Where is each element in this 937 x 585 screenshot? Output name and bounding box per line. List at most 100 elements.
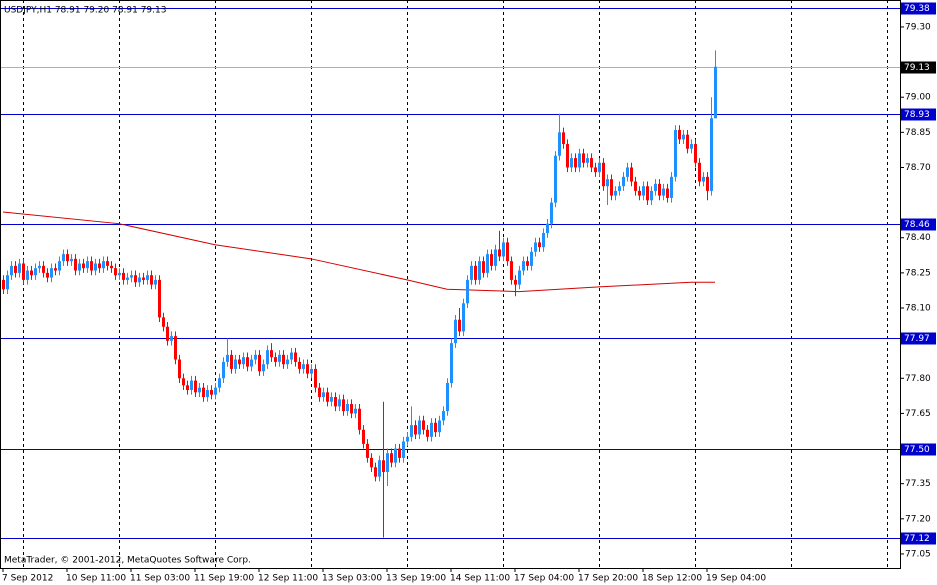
candle-body xyxy=(454,319,457,344)
candle-body xyxy=(182,378,185,386)
candle-body xyxy=(506,242,509,262)
x-tick-label: 18 Sep 12:00 xyxy=(642,574,702,584)
y-tick-label: 77.05 xyxy=(905,549,931,559)
candle-body xyxy=(590,158,593,168)
candle-body xyxy=(10,265,13,276)
candle-body xyxy=(342,399,345,412)
candle-body xyxy=(626,167,629,177)
candle-body xyxy=(250,359,253,367)
candle-body xyxy=(618,186,621,191)
candle-body xyxy=(370,457,373,468)
candle-body xyxy=(442,411,445,421)
candle-body xyxy=(314,368,317,388)
candle-body xyxy=(394,448,397,463)
candle-body xyxy=(474,265,477,280)
candle-body xyxy=(606,179,609,187)
candle-body xyxy=(694,144,697,163)
candle-body xyxy=(426,429,429,437)
candle-body xyxy=(194,380,197,393)
candle-body xyxy=(358,408,361,430)
candle-body xyxy=(86,261,89,269)
candle-body xyxy=(214,387,217,395)
candle-body xyxy=(178,359,181,379)
candle-body xyxy=(630,167,633,182)
candle-body xyxy=(286,359,289,365)
candle-body xyxy=(174,336,177,360)
candle-body xyxy=(546,223,549,234)
candle-body xyxy=(366,443,369,458)
candle-body xyxy=(6,275,9,290)
candle-body xyxy=(2,279,5,290)
candle-body xyxy=(42,265,45,273)
candle-body xyxy=(622,176,625,187)
price-label: 77.12 xyxy=(904,534,930,544)
candle-body xyxy=(14,265,17,273)
y-tick-label: 78.10 xyxy=(905,304,931,314)
candle-body xyxy=(534,242,537,252)
candle-body xyxy=(410,425,413,437)
candle-body xyxy=(238,359,241,365)
candle-body xyxy=(354,408,357,414)
x-tick-label: 7 Sep 2012 xyxy=(2,574,53,584)
candle-body xyxy=(514,279,517,285)
candle-body xyxy=(26,270,29,280)
candle-body xyxy=(670,176,673,198)
candle-body xyxy=(346,404,349,412)
candle-body xyxy=(462,303,465,332)
price-label-box xyxy=(901,108,936,121)
candle-body xyxy=(486,254,489,273)
candle-body xyxy=(130,275,133,278)
candle-body xyxy=(446,382,449,412)
candle-body xyxy=(282,354,285,365)
candle-body xyxy=(698,162,701,182)
candle-body xyxy=(262,364,265,372)
price-label-box xyxy=(901,332,936,345)
candle-body xyxy=(18,263,21,273)
candle-body xyxy=(554,155,557,203)
price-label: 79.38 xyxy=(904,4,930,14)
candle-body xyxy=(334,397,337,407)
candle-body xyxy=(666,188,669,198)
y-tick-label: 79.30 xyxy=(905,22,931,32)
candle-body xyxy=(22,263,25,280)
candle-body xyxy=(126,277,129,280)
candle-body xyxy=(38,265,41,269)
x-tick-label: 11 Sep 19:00 xyxy=(194,574,254,584)
candle-body xyxy=(418,420,421,435)
y-tick-label: 77.35 xyxy=(905,479,931,489)
candle-body xyxy=(306,364,309,374)
candle-body xyxy=(646,186,649,201)
candle-body xyxy=(142,277,145,280)
candle-body xyxy=(58,261,61,271)
candle-body xyxy=(322,392,325,398)
x-tick-label: 14 Sep 11:00 xyxy=(450,574,510,584)
candle-body xyxy=(566,144,569,168)
candle-body xyxy=(166,326,169,341)
candle-body xyxy=(350,404,353,414)
candle-body xyxy=(634,181,637,191)
candle-body xyxy=(94,263,97,271)
chart-title: USDJPY,H1 78.91 79.20 78.91 79.13 xyxy=(4,6,166,16)
candle-body xyxy=(538,242,541,248)
price-label-box xyxy=(901,443,936,456)
price-label-box xyxy=(901,532,936,545)
candle-body xyxy=(414,425,417,435)
candle-body xyxy=(458,319,461,332)
price-label: 78.46 xyxy=(904,220,930,230)
candle-body xyxy=(298,361,301,369)
candle-body xyxy=(122,272,125,280)
x-tick-label: 12 Sep 11:00 xyxy=(258,574,318,584)
x-tick-label: 13 Sep 03:00 xyxy=(322,574,382,584)
candle-body xyxy=(118,272,121,276)
candle-body xyxy=(558,132,561,156)
candle-body xyxy=(434,422,437,433)
candle-body xyxy=(658,183,661,196)
candle-body xyxy=(82,263,85,269)
candle-body xyxy=(138,277,141,283)
candle-body xyxy=(30,270,33,276)
candle-body xyxy=(274,357,277,362)
candle-body xyxy=(170,336,173,341)
candle-body xyxy=(206,389,209,398)
candle-body xyxy=(374,467,377,477)
